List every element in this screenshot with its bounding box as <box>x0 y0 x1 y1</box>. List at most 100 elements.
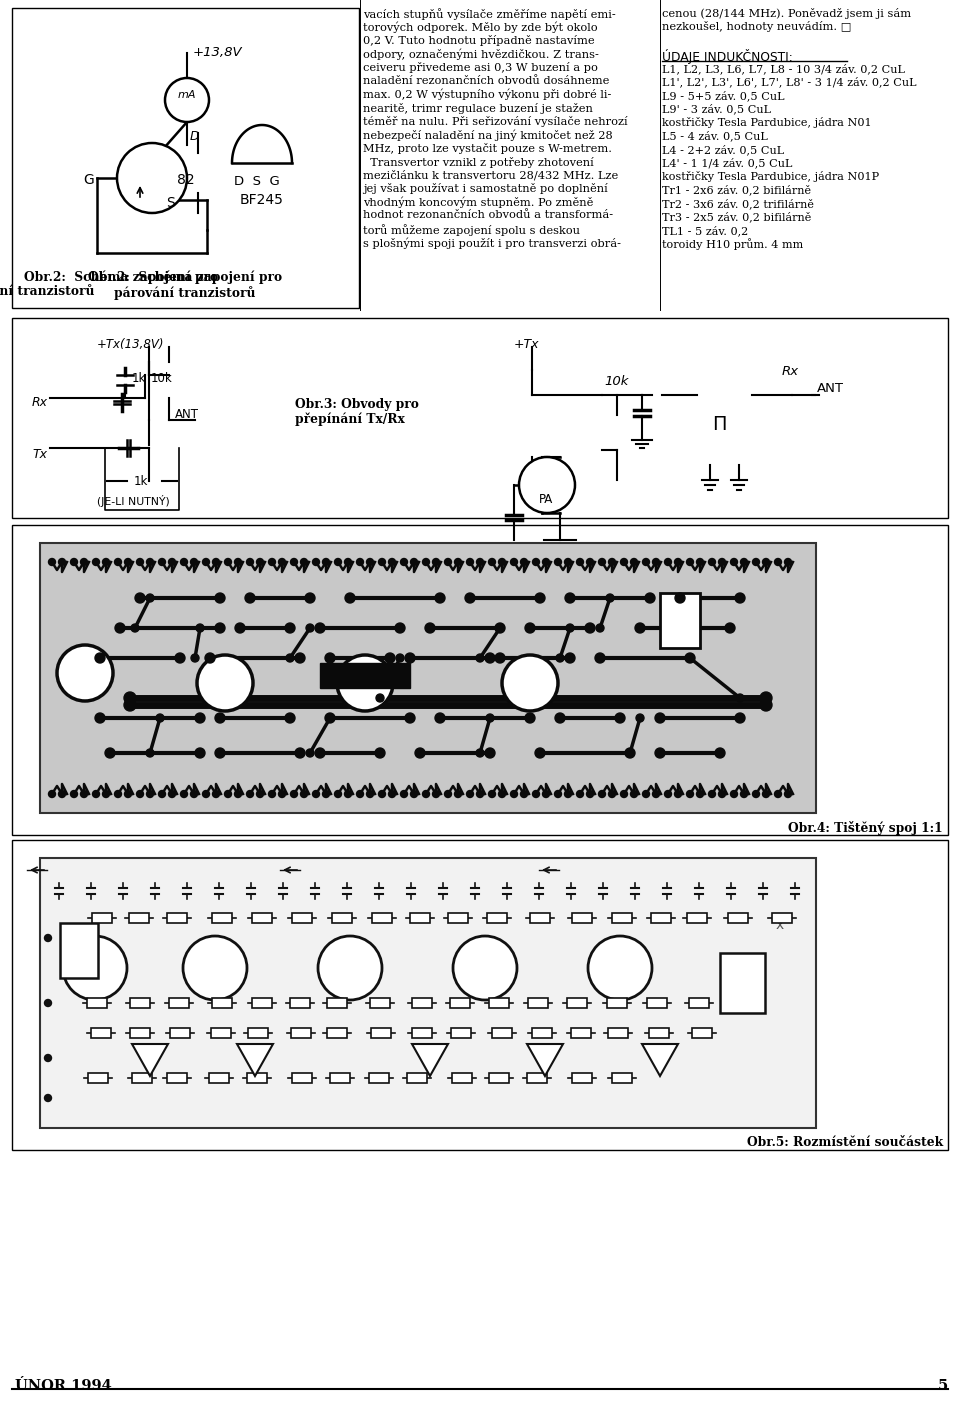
Text: 1k: 1k <box>134 475 149 488</box>
Circle shape <box>175 653 185 663</box>
Circle shape <box>395 623 405 633</box>
Circle shape <box>169 790 176 797</box>
Circle shape <box>422 559 429 566</box>
Circle shape <box>256 790 263 797</box>
Circle shape <box>564 559 571 566</box>
Circle shape <box>400 559 407 566</box>
Circle shape <box>247 148 253 155</box>
Bar <box>407 1073 427 1083</box>
Circle shape <box>400 790 407 797</box>
Circle shape <box>103 559 109 566</box>
Circle shape <box>489 790 495 797</box>
Circle shape <box>636 714 644 722</box>
Bar <box>602 380 632 414</box>
Circle shape <box>378 790 386 797</box>
Circle shape <box>498 790 506 797</box>
Circle shape <box>588 937 652 1000</box>
Bar <box>130 1027 150 1039</box>
Circle shape <box>533 790 540 797</box>
Text: Obr.3: Obvody pro: Obr.3: Obvody pro <box>295 397 419 412</box>
Circle shape <box>686 654 694 663</box>
Text: L4' - 1 1/4 záv. 0,5 CuL: L4' - 1 1/4 záv. 0,5 CuL <box>662 158 792 169</box>
Text: L9 - 5+5 záv. 0,5 CuL: L9 - 5+5 záv. 0,5 CuL <box>662 89 784 101</box>
Circle shape <box>49 790 56 797</box>
Text: Tx: Tx <box>32 448 47 461</box>
Circle shape <box>760 692 772 704</box>
Polygon shape <box>412 1044 448 1076</box>
Bar <box>290 998 310 1007</box>
Circle shape <box>620 559 628 566</box>
Circle shape <box>542 559 549 566</box>
Bar <box>571 1027 591 1039</box>
Circle shape <box>278 790 285 797</box>
Bar <box>649 1027 669 1039</box>
Text: torů můžeme zapojení spolu s deskou: torů můžeme zapojení spolu s deskou <box>363 224 580 236</box>
Circle shape <box>334 559 342 566</box>
Text: mezičlánku k transvertoru 28/432 MHz. Lze: mezičlánku k transvertoru 28/432 MHz. Lz… <box>363 170 618 180</box>
Circle shape <box>675 593 685 603</box>
Bar <box>247 1073 267 1083</box>
Text: max. 0,2 W výstupního výkonu při dobré li-: max. 0,2 W výstupního výkonu při dobré l… <box>363 89 612 101</box>
Circle shape <box>81 790 87 797</box>
Text: vacích stupňů vysílače změříme napětí emi-: vacích stupňů vysílače změříme napětí em… <box>363 9 615 20</box>
Circle shape <box>356 559 364 566</box>
Bar <box>212 912 232 922</box>
Bar <box>292 1073 312 1083</box>
Circle shape <box>454 790 462 797</box>
Circle shape <box>180 559 187 566</box>
Bar <box>129 912 149 922</box>
Circle shape <box>256 559 263 566</box>
Bar <box>209 1073 229 1083</box>
Circle shape <box>596 624 604 631</box>
Text: Obr.5: Rozmístění součástek: Obr.5: Rozmístění součástek <box>747 1137 943 1149</box>
Text: Transvertor vznikl z potřeby zhotovení: Transvertor vznikl z potřeby zhotovení <box>363 156 593 167</box>
Text: nearitě, trimr regulace buzení je stažen: nearitě, trimr regulace buzení je stažen <box>363 102 593 114</box>
Bar <box>332 912 352 922</box>
Circle shape <box>191 654 199 663</box>
Circle shape <box>378 559 386 566</box>
Bar <box>12 525 948 834</box>
Circle shape <box>313 559 320 566</box>
Circle shape <box>300 559 307 566</box>
Circle shape <box>675 790 682 797</box>
Text: 0,2 V. Tuto hodnotu případně nastavíme: 0,2 V. Tuto hodnotu případně nastavíme <box>363 35 594 45</box>
Circle shape <box>444 790 451 797</box>
Circle shape <box>609 559 615 566</box>
Circle shape <box>356 790 364 797</box>
Circle shape <box>180 790 187 797</box>
Circle shape <box>337 656 393 711</box>
Bar <box>87 998 107 1007</box>
Circle shape <box>63 937 127 1000</box>
Circle shape <box>585 623 595 633</box>
Circle shape <box>70 790 78 797</box>
Circle shape <box>190 790 198 797</box>
Circle shape <box>125 559 132 566</box>
Bar <box>410 912 430 922</box>
Circle shape <box>577 790 584 797</box>
Text: hodnot rezonančních obvodů a transformá-: hodnot rezonančních obvodů a transformá- <box>363 210 613 220</box>
Bar <box>170 1027 190 1039</box>
Text: 10k: 10k <box>604 375 629 387</box>
Bar <box>452 1073 472 1083</box>
Circle shape <box>291 559 298 566</box>
Text: vhodným koncovým stupněm. Po změně: vhodným koncovým stupněm. Po změně <box>363 197 593 209</box>
Circle shape <box>158 790 165 797</box>
Text: kostřičky Tesla Pardubice, jádra N01P: kostřičky Tesla Pardubice, jádra N01P <box>662 172 879 182</box>
Text: BF245: BF245 <box>240 193 284 207</box>
Bar <box>91 1027 111 1039</box>
Bar <box>163 362 175 397</box>
Bar <box>451 1027 471 1039</box>
Bar <box>492 1027 512 1039</box>
Bar <box>608 1027 628 1039</box>
Circle shape <box>196 624 204 631</box>
Circle shape <box>708 559 715 566</box>
Circle shape <box>609 790 615 797</box>
Circle shape <box>533 559 540 566</box>
Circle shape <box>476 654 484 663</box>
Circle shape <box>271 148 277 155</box>
Circle shape <box>520 559 527 566</box>
Circle shape <box>525 623 535 633</box>
Circle shape <box>295 748 305 758</box>
Circle shape <box>520 790 527 797</box>
Text: Tr3 - 2x5 záv. 0,2 bifilárně: Tr3 - 2x5 záv. 0,2 bifilárně <box>662 211 811 223</box>
